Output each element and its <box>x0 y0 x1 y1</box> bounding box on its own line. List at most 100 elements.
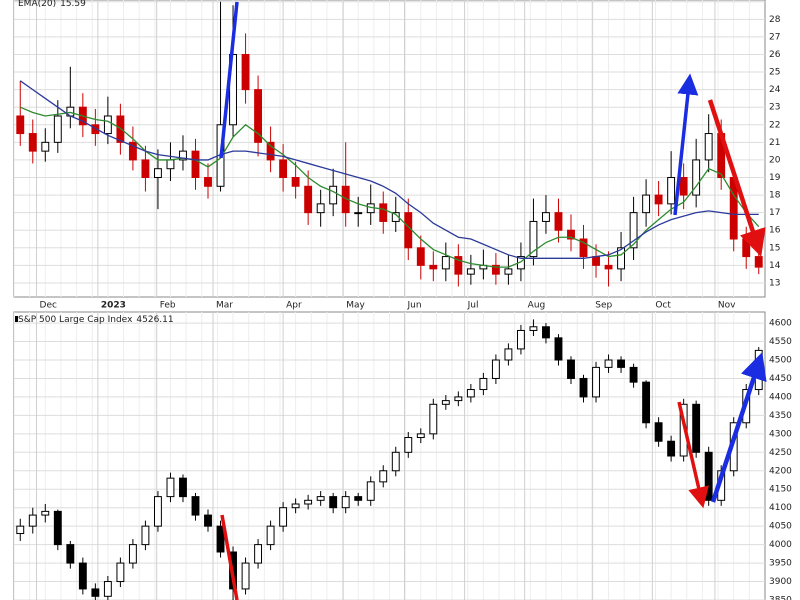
candle-body <box>254 89 263 143</box>
x-tick-label: Jul <box>467 301 479 311</box>
candle-body <box>116 562 125 583</box>
y-tick-label: 13 <box>769 278 780 288</box>
candle-body <box>291 503 300 509</box>
x-tick-label: May <box>346 301 365 311</box>
candle-body <box>654 422 663 442</box>
candle-body <box>491 359 500 379</box>
candle-body <box>617 247 626 270</box>
y-tick-label: 4500 <box>769 356 792 366</box>
candle-body <box>179 150 187 161</box>
candle-body <box>429 403 438 435</box>
candle-body <box>754 256 763 268</box>
candle-body <box>504 268 513 275</box>
legend-value: 4526.11 <box>136 315 173 325</box>
x-tick-label: Jun <box>407 301 422 311</box>
candle-body <box>28 514 37 527</box>
y-tick-label: 4100 <box>769 503 792 513</box>
candle-body <box>191 496 200 516</box>
candle-body <box>466 268 475 275</box>
candle-body <box>204 176 212 187</box>
candle-body <box>116 115 125 143</box>
candle-body <box>654 194 663 205</box>
candle-body <box>141 159 150 178</box>
candle-body <box>128 141 137 161</box>
y-tick-label: 4200 <box>769 466 792 476</box>
candle-body <box>279 507 288 527</box>
y-tick-label: 14 <box>769 261 781 271</box>
candle-body <box>254 544 263 564</box>
candle-body <box>279 159 288 178</box>
candle-body <box>41 141 50 152</box>
candle-body <box>191 150 200 178</box>
candle-body <box>41 510 50 516</box>
legend: EMA(20) 15.59 <box>18 0 86 9</box>
candle-body <box>554 337 563 361</box>
y-tick-label: 4400 <box>769 392 792 402</box>
y-tick-label: 15 <box>769 243 780 253</box>
x-tick-label: Mar <box>216 301 233 311</box>
y-tick-label: 23 <box>769 103 780 113</box>
y-tick-label: 22 <box>769 120 780 130</box>
moving-average <box>20 106 760 268</box>
moving-average <box>19 80 759 259</box>
candle-body <box>579 238 588 258</box>
y-tick-label: 20 <box>769 155 781 165</box>
candle-body <box>542 212 550 222</box>
x-tick-label: Sep <box>595 301 612 311</box>
candle-body <box>78 562 87 590</box>
candle-body <box>491 264 500 275</box>
y-tick-label: 4550 <box>769 337 792 347</box>
y-tick-label: 17 <box>769 208 780 218</box>
candle-body <box>604 359 613 368</box>
trend-arrow <box>707 99 766 257</box>
y-tick-label: 4050 <box>769 522 792 532</box>
candle-body <box>329 496 338 509</box>
candle-body <box>153 496 162 527</box>
candle-body <box>592 366 600 398</box>
x-tick-label: Dec <box>40 301 57 311</box>
legend-label: S&P 500 Large Cap Index <box>18 315 133 325</box>
y-tick-label: 28 <box>769 15 781 25</box>
candle-body <box>216 525 225 553</box>
candle-body <box>667 440 676 457</box>
candle-body <box>404 437 413 453</box>
candle-body <box>429 264 438 270</box>
candle-body <box>379 470 388 483</box>
candle-body <box>266 525 275 546</box>
candle-body <box>379 203 388 222</box>
candle-body <box>504 348 513 361</box>
x-tick-label: Oct <box>655 301 671 311</box>
y-tick-label: 4300 <box>769 429 792 439</box>
y-tick-label: 3900 <box>769 577 792 587</box>
trend-arrow <box>219 1 239 159</box>
candle-body <box>141 525 150 546</box>
candle-body <box>53 115 62 143</box>
candle-body <box>604 264 613 270</box>
candle-body <box>742 238 751 258</box>
candle-body <box>629 212 638 249</box>
x-tick-label: Nov <box>718 301 736 311</box>
candle-body <box>516 329 525 350</box>
candle-body <box>529 326 538 331</box>
trend-arrow <box>220 514 239 600</box>
x-tick-label: Aug <box>528 301 546 311</box>
candle-body <box>542 326 550 339</box>
y-tick-label: 4600 <box>769 319 792 329</box>
y-tick-label: 4000 <box>769 540 792 550</box>
candle-body <box>454 256 463 275</box>
candle-body <box>479 377 488 391</box>
candle-body <box>404 212 413 249</box>
candle-body <box>341 496 350 509</box>
candle-body <box>91 124 100 135</box>
candle-body <box>128 544 137 564</box>
candle-body <box>329 185 338 205</box>
candle-body <box>692 159 701 196</box>
candle-body <box>28 133 37 152</box>
candle-body <box>103 115 112 135</box>
candle-body <box>16 525 25 535</box>
annotations <box>219 1 767 600</box>
candle-body <box>166 477 175 498</box>
candle-body <box>291 176 300 187</box>
candle-body <box>617 359 626 368</box>
